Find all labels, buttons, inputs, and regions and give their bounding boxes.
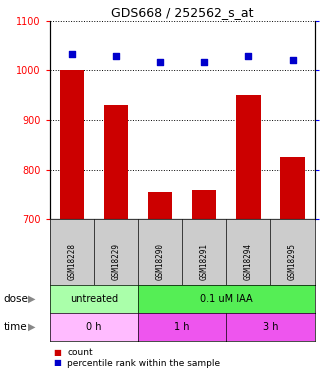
Text: ▶: ▶: [28, 294, 36, 304]
Text: 0 h: 0 h: [86, 322, 102, 332]
Text: ■: ■: [53, 358, 61, 368]
Text: percentile rank within the sample: percentile rank within the sample: [67, 358, 221, 368]
Text: 1 h: 1 h: [174, 322, 190, 332]
Text: ▶: ▶: [28, 322, 36, 332]
Bar: [148, 192, 172, 219]
Text: GSM18229: GSM18229: [111, 243, 120, 280]
Text: 3 h: 3 h: [263, 322, 278, 332]
Text: GSM18228: GSM18228: [67, 243, 76, 280]
Point: [202, 59, 207, 65]
Text: count: count: [67, 348, 93, 357]
Point: [113, 53, 118, 59]
Point: [246, 53, 251, 59]
Bar: [60, 70, 84, 219]
Point: [158, 59, 163, 65]
Bar: [236, 95, 261, 219]
Title: GDS668 / 252562_s_at: GDS668 / 252562_s_at: [111, 6, 253, 20]
Text: time: time: [3, 322, 27, 332]
Bar: [104, 105, 128, 219]
Text: 0.1 uM IAA: 0.1 uM IAA: [200, 294, 253, 304]
Text: ■: ■: [53, 348, 61, 357]
Text: dose: dose: [3, 294, 28, 304]
Text: GSM18291: GSM18291: [200, 243, 209, 280]
Bar: [280, 157, 305, 219]
Point: [69, 51, 74, 57]
Text: GSM18295: GSM18295: [288, 243, 297, 280]
Text: untreated: untreated: [70, 294, 118, 304]
Text: GSM18294: GSM18294: [244, 243, 253, 280]
Point: [290, 57, 295, 63]
Bar: [192, 190, 216, 219]
Text: GSM18290: GSM18290: [156, 243, 165, 280]
